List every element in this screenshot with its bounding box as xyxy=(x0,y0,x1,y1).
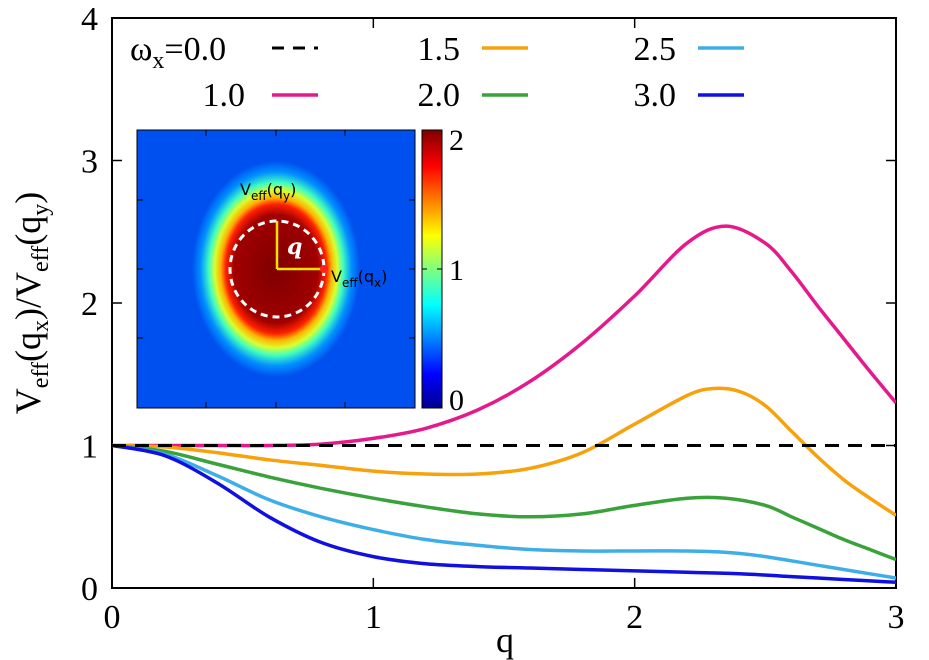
series-line-5 xyxy=(112,443,896,585)
legend-label-5: 3.0 xyxy=(634,77,677,114)
colorbar-label-1: 1 xyxy=(449,254,464,287)
y-axis-title: Veff(qx)/Veff(qy) xyxy=(8,192,54,414)
colorbar-label-2: 2 xyxy=(449,124,464,157)
series-layer xyxy=(112,224,896,585)
series-line-3 xyxy=(112,443,896,562)
y-title-sub: y xyxy=(28,204,54,216)
y-title-sub: eff xyxy=(28,362,54,388)
legend-label-omega-0: ωx=0.0 xyxy=(130,31,226,74)
y-title-sub: eff xyxy=(28,246,54,272)
y-tick-label: 0 xyxy=(81,571,98,608)
series-line-4 xyxy=(112,443,896,580)
y-tick-label: 1 xyxy=(81,429,98,466)
inset-heatmap: q Veff(qy) Veff(qx) 2 1 0 xyxy=(136,124,464,417)
y-title-part: )/V xyxy=(8,272,48,320)
inset-q-label: q xyxy=(287,234,302,260)
series-line-1 xyxy=(112,224,896,448)
x-tick-label: 3 xyxy=(888,599,905,636)
inset-ticks xyxy=(137,130,415,408)
legend-label-3: 2.0 xyxy=(418,77,461,114)
y-tick-label: 4 xyxy=(81,1,98,38)
legend-omega-symbol: ω xyxy=(130,31,152,68)
legend-omega-value: =0.0 xyxy=(164,31,226,68)
y-title-part: ) xyxy=(8,192,48,204)
series-line-2 xyxy=(112,386,896,517)
y-title-part: (q xyxy=(8,216,48,246)
axis-tick-labels: 0 1 2 3 0 1 2 3 4 xyxy=(81,1,905,636)
legend-label-4: 2.5 xyxy=(634,31,677,68)
inset-point-x xyxy=(320,265,328,273)
y-tick-label: 3 xyxy=(81,144,98,181)
x-tick-label: 0 xyxy=(104,599,121,636)
inset-label-vy: Veff(qy) xyxy=(240,180,296,203)
x-tick-label: 1 xyxy=(365,599,382,636)
legend: ωx=0.0 1.0 1.5 2.0 2.5 3.0 xyxy=(130,31,744,114)
legend-label-2: 1.5 xyxy=(418,31,461,68)
legend-omega-sub: x xyxy=(152,48,164,74)
inset-label-vx: Veff(qx) xyxy=(331,267,387,290)
x-axis-title: q xyxy=(496,620,514,660)
y-tick-label: 2 xyxy=(81,286,98,323)
y-title-part: V xyxy=(8,388,48,414)
legend-label-1: 1.0 xyxy=(203,77,246,114)
y-title-sub: x xyxy=(28,320,54,332)
y-title-part: (q xyxy=(8,332,48,362)
x-tick-label: 2 xyxy=(626,599,643,636)
colorbar-label-0: 0 xyxy=(449,384,464,417)
